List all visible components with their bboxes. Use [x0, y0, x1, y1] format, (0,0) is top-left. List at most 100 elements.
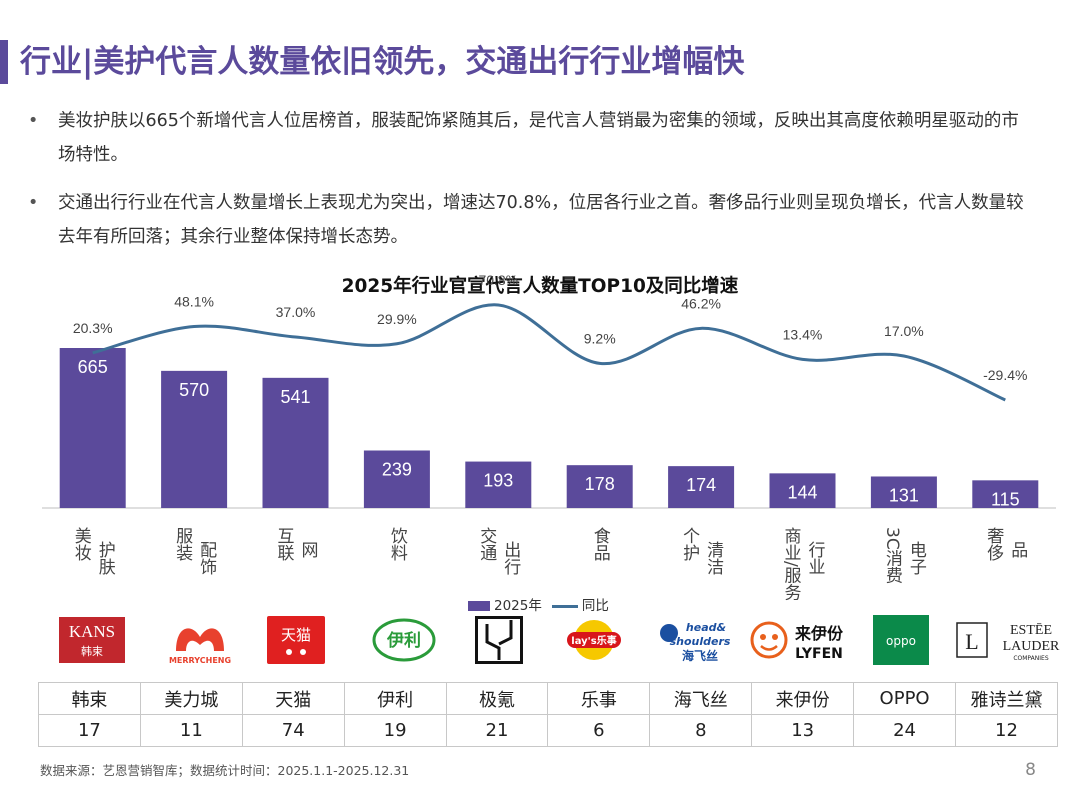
bar [262, 377, 329, 508]
legend-bar-label: 2025年 [494, 598, 542, 614]
svg-text:LAUDER: LAUDER [1003, 639, 1060, 654]
bar [769, 473, 836, 508]
brand-count-cell: 24 [853, 714, 957, 747]
category-label: 配饰 [196, 541, 217, 575]
brand-name-cell: 乐事 [547, 682, 651, 715]
estee-lauder-logo-icon: L ESTĒE LAUDER COMPANIES [956, 622, 1060, 662]
growth-line [92, 303, 1006, 402]
chart-legend: 2025年 同比 [468, 594, 609, 614]
brand-name-cell: 美力城 [139, 682, 243, 715]
growth-label: 29.9% [377, 311, 417, 327]
head-shoulders-logo-icon: head& shoulders 海飞丝 [660, 621, 731, 663]
svg-text:ESTĒE: ESTĒE [1010, 622, 1052, 638]
brand-name-cell: 来伊份 [751, 682, 855, 715]
svg-text:海飞丝: 海飞丝 [682, 648, 718, 663]
logo-lyfen: 来伊份 LYFEN [748, 614, 856, 666]
bar-value-label: 178 [585, 474, 615, 494]
svg-text:head&: head& [686, 621, 726, 634]
svg-text:KANS: KANS [69, 622, 115, 641]
brand-count-cell: 8 [649, 714, 753, 747]
bar [465, 461, 532, 508]
merrycheng-logo-icon: MERRYCHENG [169, 628, 231, 665]
summary-bullets: 美妆护肤以665个新增代言人位居榜首，服装配饰紧随其后，是代言人营销最为密集的领… [28, 104, 1028, 268]
lyfen-logo-icon: 来伊份 LYFEN [750, 621, 844, 662]
logo-estee-lauder: L ESTĒE LAUDER COMPANIES [952, 614, 1070, 666]
svg-text:韩束: 韩束 [81, 644, 103, 658]
bar [161, 370, 228, 508]
svg-text:L: L [965, 629, 978, 654]
brand-count-cell: 12 [955, 714, 1058, 747]
category-label: 商业/服务 [781, 527, 802, 601]
oppo-logo-icon: oppo [873, 615, 929, 665]
yili-logo-icon: 伊利 [372, 618, 436, 662]
category-label: 3C消费 [882, 527, 903, 584]
category-label: 网 [298, 541, 318, 559]
growth-label: 20.3% [73, 320, 113, 336]
category-label: 交通 [476, 527, 497, 561]
brand-count-cell: 74 [241, 714, 345, 747]
brand-table: 韩束 美力城 天猫 伊利 极氪 乐事 海飞丝 来伊份 OPPO 雅诗兰黛 17 11 74 19 21 6 8… [38, 682, 1058, 747]
bar-value-label: 144 [787, 482, 817, 502]
logo-lays: lay's乐事 [562, 614, 626, 666]
data-source-footer: 数据来源：艺恩营销智库；数据统计时间：2025.1.1-2025.12.31 [40, 763, 410, 778]
brand-name-cell: 雅诗兰黛 [955, 682, 1058, 715]
growth-label: 13.4% [783, 326, 823, 342]
legend-bar: 2025年 [468, 594, 542, 614]
brand-names-row: 韩束 美力城 天猫 伊利 极氪 乐事 海飞丝 来伊份 OPPO 雅诗兰黛 [38, 682, 1058, 715]
page-title: 行业|美护代言人数量依旧领先，交通出行行业增幅快 [20, 44, 745, 80]
page-number: 8 [1025, 760, 1036, 780]
category-label: 服装 [172, 527, 193, 561]
svg-text:MERRYCHENG: MERRYCHENG [169, 656, 231, 665]
growth-label: -29.4% [983, 367, 1027, 383]
tmall-logo-icon: 天猫 [267, 616, 325, 664]
category-label: 清洁 [703, 541, 724, 575]
bar-value-label: 115 [991, 489, 1020, 509]
brand-name-cell: 伊利 [343, 682, 447, 715]
growth-label: 37.0% [276, 304, 316, 320]
logo-merrycheng: MERRYCHENG [160, 614, 240, 666]
logo-kans: KANS 韩束 [58, 614, 126, 666]
brand-count-cell: 11 [139, 714, 243, 747]
logo-oppo: oppo [872, 614, 930, 666]
brand-name-cell: 韩束 [38, 682, 141, 715]
bar-value-label: 665 [78, 357, 108, 377]
legend-bar-swatch [468, 601, 490, 611]
brand-counts-row: 17 11 74 19 21 6 8 13 24 12 [38, 714, 1058, 747]
category-label: 电子 [906, 541, 927, 575]
svg-text:oppo: oppo [886, 634, 916, 648]
growth-label: 9.2% [584, 330, 616, 346]
svg-text:来伊份: 来伊份 [794, 624, 844, 643]
category-label: 饮料 [387, 527, 408, 561]
growth-label: 46.2% [681, 295, 721, 311]
bar [59, 348, 126, 508]
svg-text:COMPANIES: COMPANIES [1013, 655, 1048, 662]
bullet-2: 交通出行行业在代言人数量增长上表现尤为突出，增速达70.8%，位居各行业之首。奢… [28, 186, 1028, 254]
category-label: 互联 [274, 527, 295, 561]
logo-yili: 伊利 [370, 614, 438, 666]
bar-value-label: 174 [686, 475, 716, 495]
growth-label: 48.1% [174, 294, 214, 310]
category-label: 护肤 [95, 541, 116, 576]
category-label: 品 [1007, 541, 1027, 558]
svg-text:lay's乐事: lay's乐事 [571, 634, 616, 647]
legend-line-swatch [551, 604, 578, 608]
bar [870, 476, 937, 508]
category-label: 个护 [679, 527, 700, 562]
brand-count-cell: 17 [38, 714, 141, 747]
zeekr-logo-icon [475, 616, 523, 664]
brand-name-cell: 天猫 [241, 682, 345, 715]
category-label: 行业 [805, 541, 826, 575]
category-label: 食品 [590, 527, 611, 561]
kans-logo-icon: KANS 韩束 [59, 617, 125, 663]
bar-value-label: 131 [889, 485, 919, 505]
svg-text:LYFEN: LYFEN [795, 646, 843, 662]
growth-label: 17.0% [884, 323, 924, 339]
category-label: 出行 [500, 541, 521, 576]
svg-text:伊利: 伊利 [386, 630, 421, 651]
bar-value-label: 239 [382, 459, 412, 479]
bar-value-label: 570 [179, 380, 209, 400]
legend-line: 同比 [551, 594, 609, 614]
bullet-1: 美妆护肤以665个新增代言人位居榜首，服装配饰紧随其后，是代言人营销最为密集的领… [28, 104, 1028, 172]
brand-count-cell: 13 [751, 714, 855, 747]
